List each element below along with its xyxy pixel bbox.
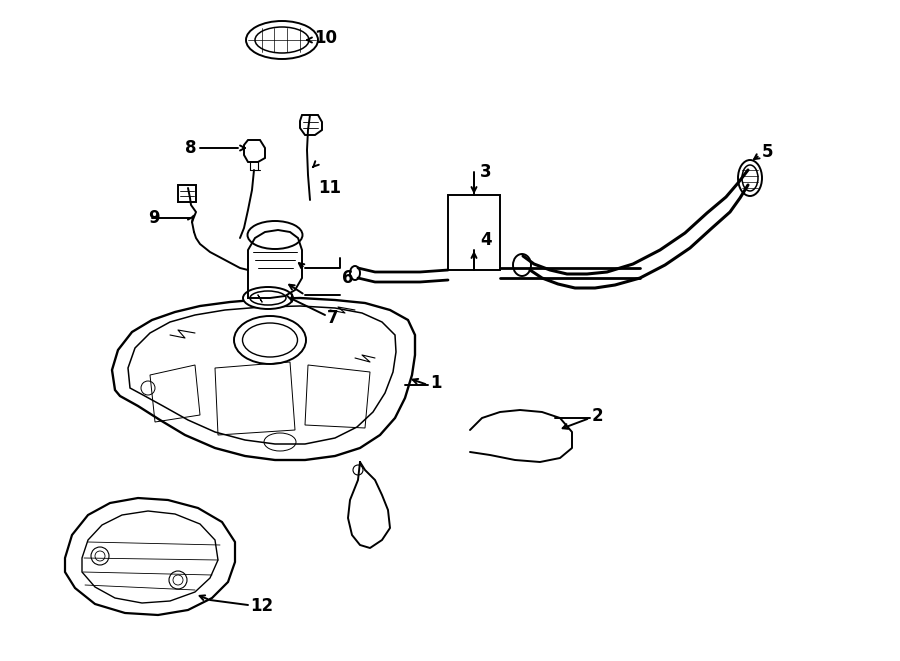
Text: 12: 12 [250, 597, 273, 615]
Circle shape [91, 547, 109, 565]
Text: 4: 4 [480, 231, 491, 249]
Text: 6: 6 [342, 269, 354, 287]
Text: 2: 2 [592, 407, 604, 425]
Text: 10: 10 [314, 29, 337, 47]
Text: 7: 7 [327, 309, 338, 327]
Ellipse shape [250, 291, 286, 305]
Ellipse shape [243, 287, 293, 309]
Text: 11: 11 [318, 179, 341, 197]
Ellipse shape [742, 165, 758, 191]
Text: 1: 1 [430, 374, 442, 392]
Text: 8: 8 [184, 139, 196, 157]
Ellipse shape [350, 266, 360, 280]
Ellipse shape [738, 160, 762, 196]
Circle shape [169, 571, 187, 589]
Text: 5: 5 [762, 143, 773, 161]
Text: 9: 9 [148, 209, 159, 227]
Ellipse shape [513, 254, 531, 276]
Bar [448, 195, 500, 270]
Text: 3: 3 [480, 163, 491, 181]
